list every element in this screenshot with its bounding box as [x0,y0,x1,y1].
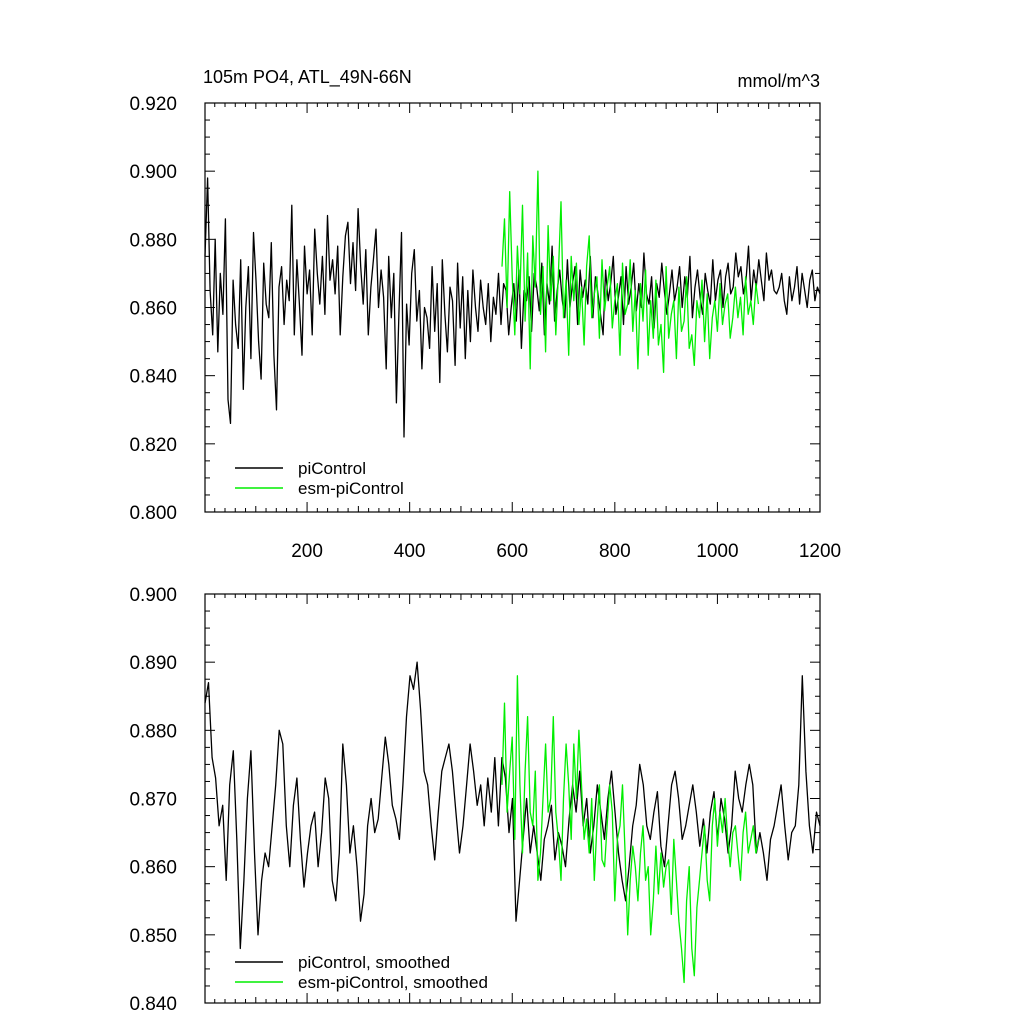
x-tick-label: 200 [291,541,323,562]
top-ticks [205,102,821,513]
chart-title: 105m PO4, ATL_49N-66N [203,67,412,88]
y-tick-label: 0.850 [129,926,177,947]
bottom-panel: 0.840 0.850 0.860 0.870 0.880 0.890 0.900 piCo… [129,585,821,1015]
y-tick-label: 0.890 [129,653,177,674]
y-tick-label: 0.900 [129,585,177,606]
y-tick-label: 0.800 [129,503,177,524]
top-tick-labels: 200 400 600 800 1000 1200 0.800 0.820 0.840 0.860… [129,94,841,562]
top-panel: 105m PO4, ATL_49N-66N mmol/m^3 200 400 600… [129,67,841,562]
top-plot-frame [204,102,821,513]
bottom-tick-labels: 0.840 0.850 0.860 0.870 0.880 0.890 0.900 [129,585,177,1015]
y-tick-label: 0.900 [129,162,177,183]
series-line-picontrol [204,661,821,950]
top-series-lines [204,170,821,438]
y-tick-label: 0.840 [129,367,177,388]
y-tick-label: 0.860 [129,299,177,320]
y-tick-label: 0.920 [129,94,177,115]
series-line-picontrol [204,177,821,438]
legend-label: piControl [298,459,366,478]
legend-label: esm-piControl [298,479,404,498]
bottom-plot-frame [204,593,821,1004]
y-tick-label: 0.880 [129,721,177,742]
y-tick-label: 0.870 [129,790,177,811]
units-label: mmol/m^3 [738,71,820,91]
legend-label: piControl, smoothed [298,953,450,972]
legend-label: esm-piControl, smoothed [298,973,488,992]
x-tick-label: 600 [496,541,528,562]
series-line-esm-picontrol [501,675,760,984]
y-tick-label: 0.860 [129,858,177,879]
x-tick-label: 400 [394,541,426,562]
x-tick-label: 1000 [696,541,738,562]
x-tick-label: 800 [599,541,631,562]
series-line-esm-picontrol [501,170,760,373]
bottom-ticks [205,593,821,1004]
y-tick-label: 0.820 [129,435,177,456]
y-tick-label: 0.840 [129,994,177,1015]
y-tick-label: 0.880 [129,230,177,251]
x-tick-label: 1200 [799,541,841,562]
bottom-series-lines [204,661,821,984]
